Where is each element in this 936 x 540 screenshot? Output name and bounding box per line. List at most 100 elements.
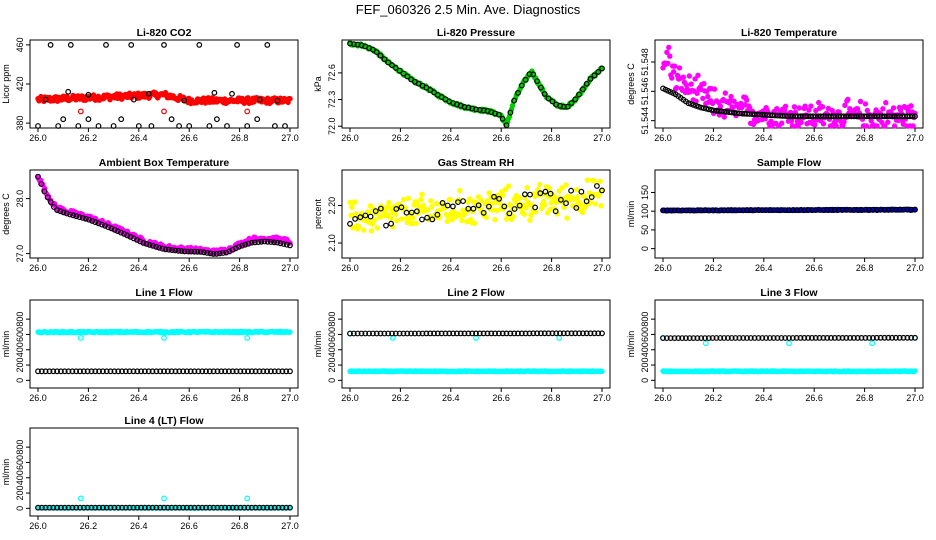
chart-9-point	[740, 335, 747, 341]
chart-2-point	[431, 89, 437, 96]
chart-7-point	[84, 368, 91, 375]
chart-1-series-high-rate	[35, 89, 293, 107]
chart-5-point	[559, 185, 565, 191]
chart-3-point	[701, 80, 707, 87]
chart-8-point	[553, 330, 560, 337]
chart-4-ytick-label: 28.0	[15, 190, 25, 208]
chart-5-point	[400, 196, 407, 203]
chart-5-point	[459, 217, 465, 223]
chart-3-point	[791, 104, 798, 110]
chart-9-point	[679, 335, 685, 342]
chart-3-point	[802, 103, 808, 109]
chart-1-point	[213, 116, 220, 123]
chart-3-frame	[654, 39, 924, 129]
chart-10-point	[168, 504, 175, 511]
chart-6-point	[816, 207, 823, 213]
chart-2-point	[572, 96, 579, 103]
chart-8-point	[427, 330, 434, 337]
chart-5-point	[510, 213, 517, 220]
chart-9: Line 3 Flow ml/min 26.0 26.2 26.4 26.6 26.8 27.…	[626, 287, 924, 403]
chart-9-ytick-label: 0	[640, 378, 650, 383]
chart-8-point	[431, 330, 437, 337]
chart-8-ytick-label: 800	[327, 312, 337, 327]
chart-3-point	[857, 98, 864, 105]
chart-6-ylabel: ml/min	[626, 201, 636, 228]
chart-9-ytick-label: 600	[640, 327, 650, 342]
chart-8-point	[488, 330, 495, 337]
chart-9-frame	[654, 299, 924, 389]
chart-9-point	[831, 335, 838, 341]
chart-10-xtick-label: 26.6	[180, 521, 198, 531]
chart-7-point	[111, 368, 118, 375]
chart-5-point	[368, 228, 375, 234]
chart-6-point	[705, 207, 712, 214]
chart-4-point	[169, 247, 175, 254]
chart-7-point	[46, 368, 53, 375]
chart-9-point	[881, 334, 888, 341]
chart-2-series-averages	[347, 40, 605, 129]
chart-7-point	[54, 368, 60, 375]
chart-2-point	[545, 95, 552, 102]
chart-5-xtick-label: 27.0	[593, 263, 611, 273]
chart-5-point	[483, 214, 489, 220]
chart-2-point	[564, 103, 571, 110]
chart-3-point	[813, 107, 819, 114]
chart-9-point	[721, 335, 727, 341]
chart-5-point	[503, 186, 509, 193]
chart-9-point	[705, 335, 712, 342]
chart-8-point	[473, 330, 479, 337]
chart-1-ylabel: Licor ppm	[1, 64, 11, 104]
chart-2-xtick-label: 27.0	[593, 133, 611, 143]
chart-1-point	[65, 88, 72, 95]
chart-7-xtick-label: 26.8	[231, 393, 249, 403]
chart-5-point	[592, 201, 598, 207]
chart-6-xtick-label: 26.4	[755, 263, 773, 273]
chart-3-point	[688, 81, 694, 87]
chart-10-point	[237, 504, 244, 511]
chart-9-point	[767, 335, 773, 341]
chart-2-point	[396, 67, 403, 74]
chart-5-frame	[341, 169, 611, 259]
chart-3-point	[676, 65, 683, 71]
chart-8-point	[518, 330, 525, 337]
chart-5-point	[506, 210, 513, 217]
chart-1-point	[75, 123, 82, 129]
chart-7-series-averages	[35, 368, 293, 375]
chart-1-point	[42, 96, 49, 103]
chart-6-point	[839, 206, 846, 213]
chart-4-point	[245, 240, 252, 247]
chart-8-point	[480, 330, 487, 337]
chart-3-point	[664, 49, 670, 55]
chart-9-point	[858, 335, 865, 341]
chart-8-point	[446, 330, 453, 337]
chart-6-xtick-label: 26.2	[705, 263, 723, 273]
chart-5-series-averages	[347, 183, 605, 229]
chart-6-xtick-label: 26.0	[654, 263, 672, 273]
chart-3: Li-820 Temperature degrees C 26.0 26.2 26.4 2…	[626, 27, 924, 143]
chart-10-point	[241, 504, 248, 511]
chart-5-point	[568, 187, 574, 194]
chart-3-point	[908, 103, 914, 109]
chart-9-point	[900, 334, 907, 341]
chart-6-xtick-label: 26.8	[856, 263, 874, 273]
chart-3-xtick-label: 26.0	[654, 133, 672, 143]
chart-9-point	[786, 340, 792, 347]
chart-7-point	[130, 368, 137, 375]
chart-2-point	[499, 115, 506, 122]
chart-9-point	[690, 335, 697, 342]
chart-7-point	[99, 368, 106, 375]
chart-1-point	[95, 123, 102, 129]
chart-9-point	[820, 335, 827, 341]
chart-4-point	[268, 239, 274, 245]
chart-1-point	[196, 42, 203, 48]
chart-10-point	[99, 504, 106, 511]
chart-3-point	[705, 93, 711, 100]
chart-8-point	[507, 330, 514, 337]
chart-6-point	[870, 206, 876, 213]
chart-5-point	[455, 199, 461, 206]
chart-5-point	[471, 220, 478, 226]
chart-7-point	[222, 368, 229, 375]
chart-8-point	[415, 330, 422, 337]
chart-5-point	[486, 190, 492, 196]
chart-9-point	[770, 335, 777, 341]
